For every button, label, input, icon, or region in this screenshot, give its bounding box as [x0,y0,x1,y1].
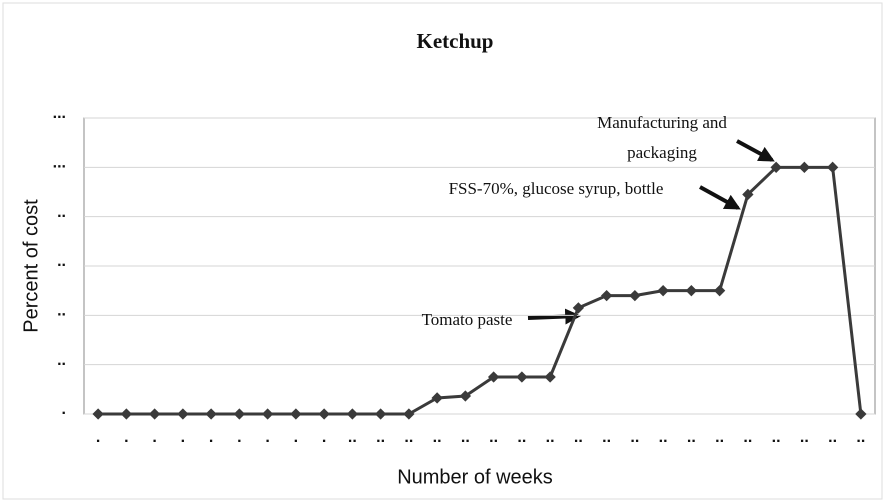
marker [685,285,698,297]
x-tick-label: .. [687,429,696,446]
marker [798,161,811,173]
x-tick-label: .. [743,429,752,446]
line [98,165,863,416]
arrow [699,185,741,210]
x-tick-label: .. [376,429,385,446]
y-axis-label: Percent of cost [20,199,42,333]
x-tick-label: .. [659,429,668,446]
x-tick-label: . [152,429,156,446]
marker [403,408,415,420]
x-tick-label: .. [546,429,555,446]
y-tick-label: ... [53,155,66,172]
x-tick-label: . [181,429,185,446]
marker [177,408,189,420]
marker [487,371,500,383]
arrow [527,308,582,325]
marker [205,408,217,420]
x-tick-label: . [96,429,100,446]
x-tick-label: .. [602,429,611,446]
marker [657,285,669,297]
x-tick-label: .. [856,429,865,446]
x-tick-label: .. [517,429,526,446]
y-tick-label: .. [57,204,66,221]
marker [770,161,782,173]
marker [431,392,443,404]
marker [855,408,867,420]
marker [346,408,359,420]
y-tick-label: .. [57,352,66,369]
chart-title: Ketchup [416,29,493,53]
annotation: Manufacturing and [597,113,727,132]
marker [148,408,161,420]
marker [742,188,754,201]
annotation: packaging [627,143,697,162]
marker [544,371,556,383]
y-tick-label: ... [53,105,66,122]
x-tick-label: .. [348,429,357,446]
x-tick-label: .. [828,429,837,446]
y-tick-label: .. [57,253,66,270]
x-tick-label: . [294,429,298,446]
x-tick-label: .. [404,429,413,446]
y-tick-label: .. [57,303,66,320]
marker [713,285,726,297]
x-tick-label: . [265,429,269,446]
marker [459,390,472,402]
x-tick-label: .. [772,429,781,446]
arrow [736,139,775,162]
x-tick-label: .. [574,429,583,446]
marker [290,408,302,420]
marker [600,289,613,302]
y-tick-label: . [62,401,66,418]
x-tick-label: .. [433,429,442,446]
marker [233,408,246,420]
marker [572,302,585,314]
marker [318,408,330,420]
annotation: FSS-70%, glucose syrup, bottle [449,179,664,198]
annotation: Tomato paste [422,310,513,329]
x-tick-label: . [209,429,213,446]
x-tick-label: . [237,429,241,446]
marker [826,161,839,173]
x-tick-label: .. [489,429,498,446]
x-tick-label: .. [630,429,639,446]
x-tick-label: .. [461,429,470,446]
x-tick-label: .. [800,429,809,446]
x-tick-label: .. [715,429,724,446]
marker [374,408,387,420]
x-tick-label: . [322,429,326,446]
x-axis-label: Number of weeks [397,466,553,488]
marker [516,371,528,383]
x-tick-label: . [124,429,128,446]
marker [261,408,274,420]
marker [629,289,641,302]
